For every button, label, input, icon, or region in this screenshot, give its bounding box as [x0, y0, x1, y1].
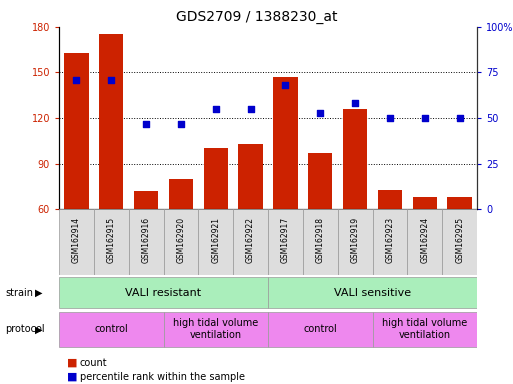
Point: [386, 115, 394, 121]
Text: control: control: [303, 324, 337, 334]
FancyBboxPatch shape: [303, 209, 338, 275]
Bar: [273, 77, 298, 209]
FancyBboxPatch shape: [59, 312, 164, 347]
Bar: [204, 149, 228, 209]
FancyBboxPatch shape: [268, 277, 477, 308]
Bar: [343, 109, 367, 209]
Point: [72, 77, 81, 83]
FancyBboxPatch shape: [94, 209, 129, 275]
Text: high tidal volume
ventilation: high tidal volume ventilation: [382, 318, 467, 340]
Text: protocol: protocol: [5, 324, 45, 334]
FancyBboxPatch shape: [233, 209, 268, 275]
Text: GSM162923: GSM162923: [385, 217, 394, 263]
FancyBboxPatch shape: [338, 209, 372, 275]
Bar: [99, 35, 124, 209]
Text: ■: ■: [67, 372, 77, 382]
Point: [107, 77, 115, 83]
Text: GSM162921: GSM162921: [211, 217, 220, 263]
Text: GSM162924: GSM162924: [420, 217, 429, 263]
Text: VALI resistant: VALI resistant: [126, 288, 202, 298]
Point: [212, 106, 220, 112]
Text: GSM162918: GSM162918: [316, 217, 325, 263]
Text: GSM162922: GSM162922: [246, 217, 255, 263]
FancyBboxPatch shape: [59, 277, 268, 308]
Text: GSM162916: GSM162916: [142, 217, 151, 263]
Bar: [64, 53, 89, 209]
Text: count: count: [80, 358, 107, 368]
FancyBboxPatch shape: [164, 209, 199, 275]
Text: GSM162920: GSM162920: [176, 217, 185, 263]
Text: GSM162915: GSM162915: [107, 217, 116, 263]
Point: [351, 101, 359, 107]
Text: GDS2709 / 1388230_at: GDS2709 / 1388230_at: [176, 10, 337, 23]
Bar: [134, 191, 159, 209]
FancyBboxPatch shape: [442, 209, 477, 275]
FancyBboxPatch shape: [268, 312, 372, 347]
FancyBboxPatch shape: [407, 209, 442, 275]
Point: [247, 106, 255, 112]
Bar: [308, 153, 332, 209]
Text: strain: strain: [5, 288, 33, 298]
Bar: [412, 197, 437, 209]
Bar: [378, 190, 402, 209]
Text: GSM162917: GSM162917: [281, 217, 290, 263]
Point: [456, 115, 464, 121]
Bar: [447, 197, 472, 209]
Text: ■: ■: [67, 358, 77, 368]
Text: control: control: [94, 324, 128, 334]
Text: high tidal volume
ventilation: high tidal volume ventilation: [173, 318, 259, 340]
FancyBboxPatch shape: [129, 209, 164, 275]
Point: [316, 109, 324, 116]
Text: ▶: ▶: [35, 288, 42, 298]
FancyBboxPatch shape: [199, 209, 233, 275]
Point: [421, 115, 429, 121]
Text: GSM162925: GSM162925: [455, 217, 464, 263]
Text: ▶: ▶: [35, 324, 42, 334]
Text: VALI sensitive: VALI sensitive: [334, 288, 411, 298]
FancyBboxPatch shape: [268, 209, 303, 275]
FancyBboxPatch shape: [372, 209, 407, 275]
Bar: [239, 144, 263, 209]
Text: GSM162919: GSM162919: [351, 217, 360, 263]
FancyBboxPatch shape: [372, 312, 477, 347]
FancyBboxPatch shape: [164, 312, 268, 347]
Text: GSM162914: GSM162914: [72, 217, 81, 263]
FancyBboxPatch shape: [59, 209, 94, 275]
Point: [177, 121, 185, 127]
Point: [142, 121, 150, 127]
Text: percentile rank within the sample: percentile rank within the sample: [80, 372, 245, 382]
Bar: [169, 179, 193, 209]
Point: [281, 82, 289, 88]
